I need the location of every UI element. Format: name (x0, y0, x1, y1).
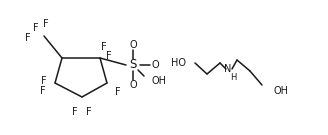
Text: OH: OH (274, 86, 289, 96)
Text: O: O (129, 80, 137, 90)
Text: F: F (106, 51, 112, 61)
Text: F: F (101, 42, 107, 52)
Text: N: N (224, 64, 232, 74)
Text: O: O (151, 60, 159, 70)
Text: F: F (25, 33, 31, 43)
Text: F: F (41, 76, 47, 86)
Text: F: F (115, 87, 121, 97)
Text: H: H (230, 72, 236, 82)
Text: OH: OH (152, 76, 167, 86)
Text: F: F (40, 86, 46, 96)
Text: F: F (33, 23, 39, 33)
Text: O: O (129, 40, 137, 50)
Text: HO: HO (171, 58, 186, 68)
Text: F: F (43, 19, 49, 29)
Text: S: S (129, 58, 137, 72)
Text: F: F (72, 107, 78, 117)
Text: F: F (86, 107, 92, 117)
